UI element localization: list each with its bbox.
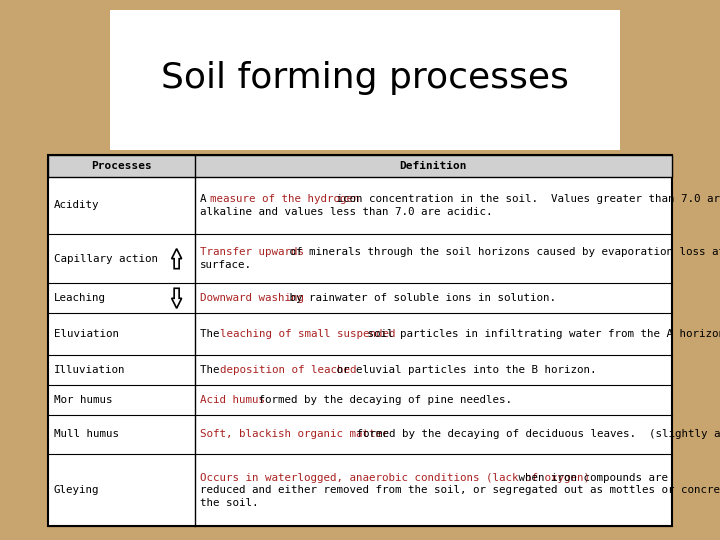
Text: deposition of leached: deposition of leached (220, 365, 357, 375)
Text: surface.: surface. (199, 260, 252, 270)
Text: when iron compounds are: when iron compounds are (512, 472, 667, 483)
Text: formed by the decaying of pine needles.: formed by the decaying of pine needles. (252, 395, 512, 405)
Text: Downward washing: Downward washing (199, 293, 304, 303)
Text: or eluvial particles into the B horizon.: or eluvial particles into the B horizon. (330, 365, 596, 375)
Text: measure of the hydrogen: measure of the hydrogen (210, 194, 359, 204)
Text: Soil forming processes: Soil forming processes (161, 61, 569, 95)
Text: Capillary action: Capillary action (54, 254, 158, 264)
Text: by rainwater of soluble ions in solution.: by rainwater of soluble ions in solution… (283, 293, 556, 303)
Text: The: The (199, 365, 225, 375)
Text: Mor humus: Mor humus (54, 395, 112, 405)
Text: of minerals through the soil horizons caused by evaporation loss at the: of minerals through the soil horizons ca… (283, 247, 720, 258)
Text: Occurs in waterlogged, anaerobic conditions (lack of oxygen): Occurs in waterlogged, anaerobic conditi… (199, 472, 590, 483)
Polygon shape (171, 249, 181, 269)
Text: Definition: Definition (400, 161, 467, 171)
Text: leaching of small suspended: leaching of small suspended (220, 329, 396, 339)
Bar (110, 10, 620, 150)
Text: Soft, blackish organic matter: Soft, blackish organic matter (199, 429, 388, 440)
Text: Leaching: Leaching (54, 293, 106, 303)
Polygon shape (171, 288, 181, 308)
Text: Illuviation: Illuviation (54, 365, 125, 375)
Text: Acidity: Acidity (54, 200, 99, 211)
Text: reduced and either removed from the soil, or segregated out as mottles or concre: reduced and either removed from the soil… (199, 485, 720, 495)
Text: soil particles in infiltrating water from the A horizon.: soil particles in infiltrating water fro… (361, 329, 720, 339)
Text: Processes: Processes (91, 161, 152, 171)
Bar (48, 155, 672, 526)
Text: alkaline and values less than 7.0 are acidic.: alkaline and values less than 7.0 are ac… (199, 207, 492, 217)
Text: The: The (199, 329, 225, 339)
Text: formed by the decaying of deciduous leaves.  (slightly acidic): formed by the decaying of deciduous leav… (351, 429, 720, 440)
Bar (48, 155, 672, 177)
Text: the soil.: the soil. (199, 497, 258, 508)
Text: icon concentration in the soil.  Values greater than 7.0 are: icon concentration in the soil. Values g… (330, 194, 720, 204)
Text: Transfer upwards: Transfer upwards (199, 247, 304, 258)
Text: Acid humus: Acid humus (199, 395, 265, 405)
Text: Mull humus: Mull humus (54, 429, 119, 440)
Text: Gleying: Gleying (54, 485, 99, 495)
Text: Eluviation: Eluviation (54, 329, 119, 339)
Text: A: A (199, 194, 212, 204)
